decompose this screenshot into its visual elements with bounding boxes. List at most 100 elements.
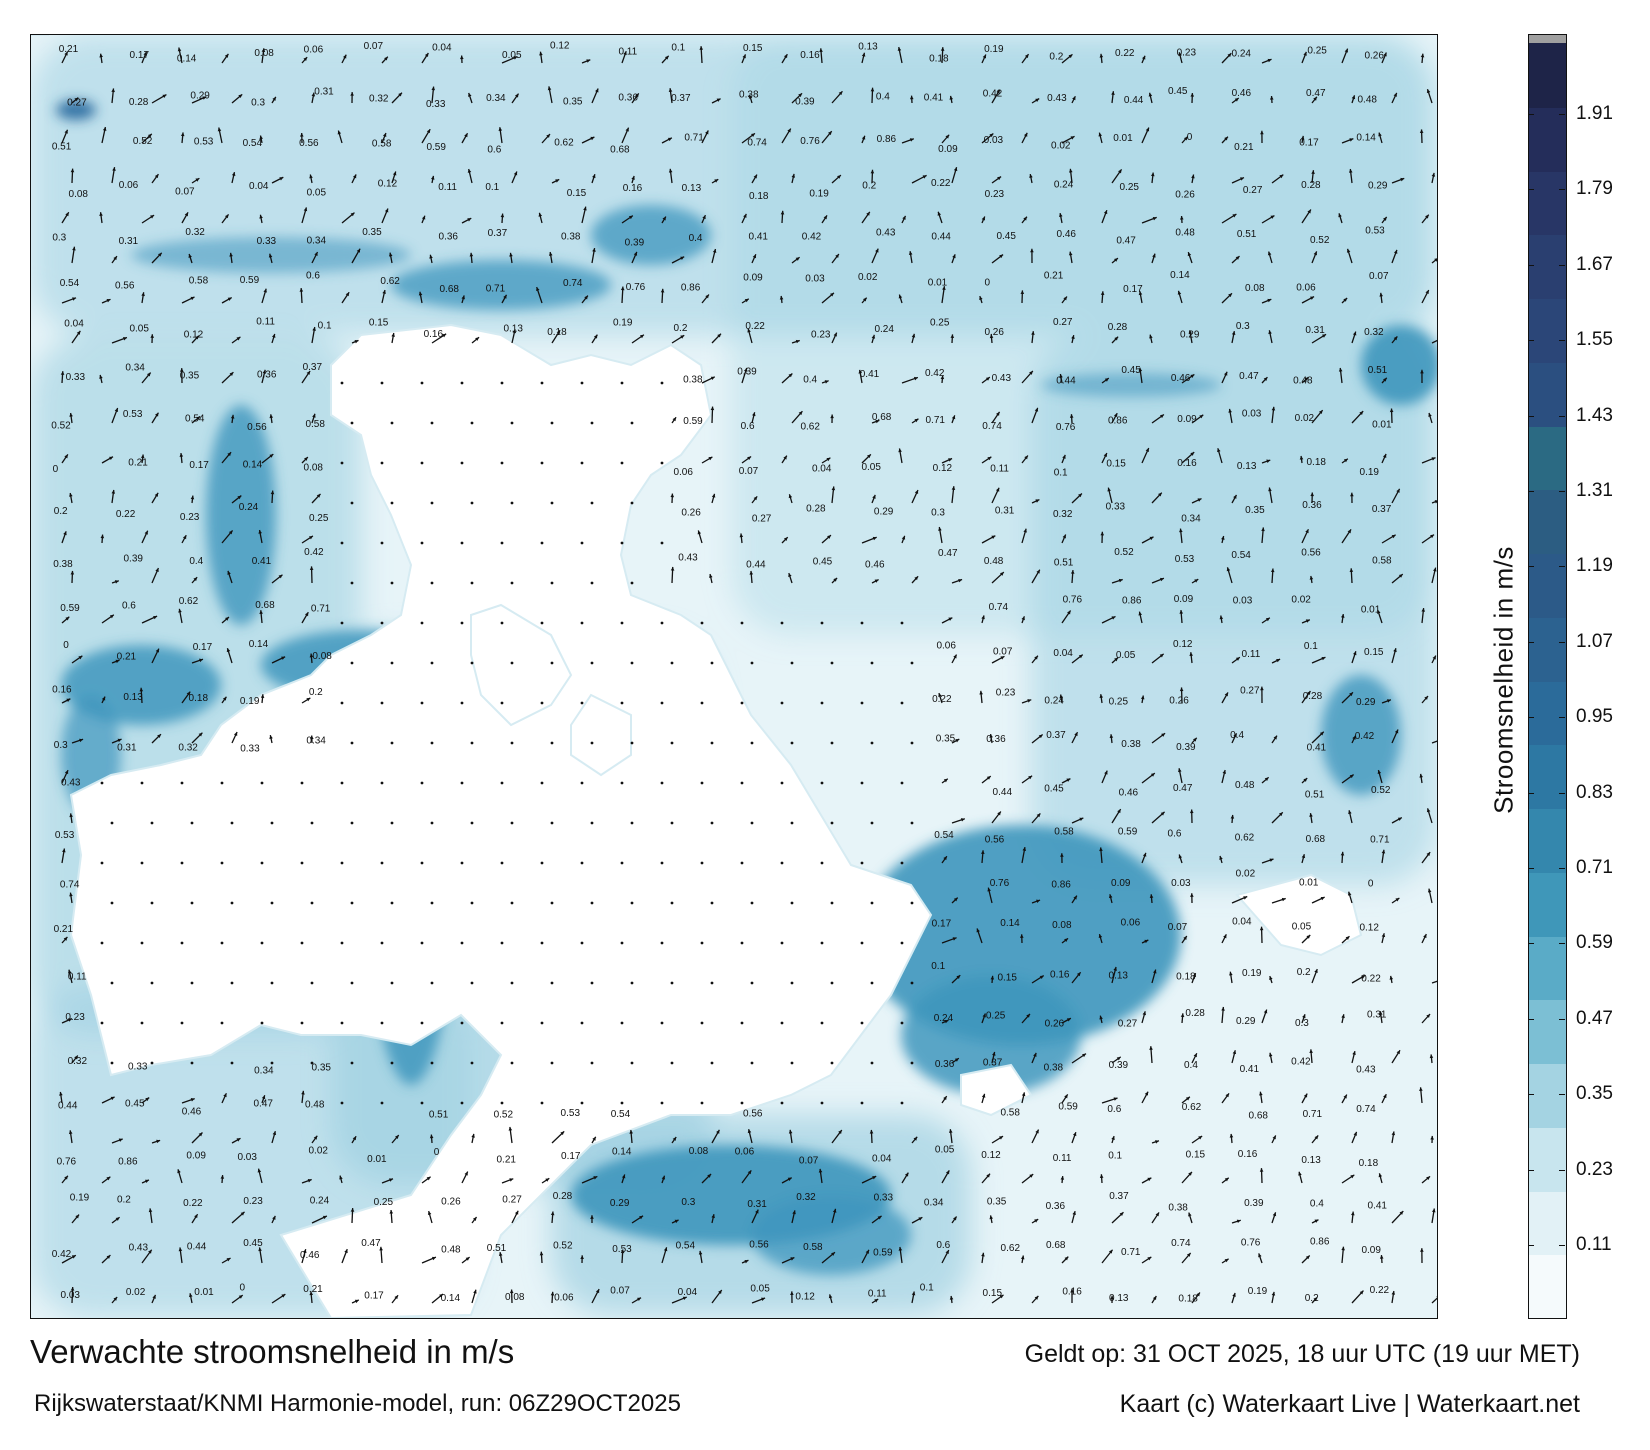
- arrow-head: [1233, 733, 1237, 738]
- arrow-head: [1361, 975, 1366, 979]
- arrow-head: [111, 88, 115, 93]
- arrow-head: [795, 257, 800, 261]
- arrow-head: [989, 334, 994, 339]
- colorbar-segment: [1529, 43, 1566, 108]
- arrow-head: [753, 496, 758, 501]
- vector-dot: [340, 941, 344, 945]
- arrow-head: [1321, 656, 1326, 661]
- arrow-head: [1436, 1296, 1437, 1298]
- arrow-head: [590, 136, 595, 141]
- velocity-label: 0.41: [924, 92, 944, 103]
- arrow-head: [986, 776, 991, 780]
- arrow-head: [747, 1129, 752, 1134]
- arrow-head: [1100, 291, 1105, 295]
- vector-dot: [470, 661, 474, 665]
- arrow-head: [60, 371, 65, 375]
- velocity-label: 0.22: [1361, 973, 1381, 984]
- velocity-label: 0.08: [254, 48, 274, 59]
- current-arrow: [1431, 980, 1437, 984]
- vector-dot: [550, 421, 554, 425]
- velocity-label: 0.04: [432, 43, 452, 54]
- arrow-head: [1178, 52, 1182, 57]
- arrow-head: [1352, 735, 1356, 740]
- velocity-label: 0.62: [380, 276, 400, 287]
- vector-dot: [460, 461, 464, 465]
- arrow-head: [1230, 814, 1235, 819]
- velocity-label: 0.34: [306, 735, 326, 746]
- arrow-head: [1351, 1211, 1355, 1216]
- velocity-label: 0.86: [1122, 596, 1142, 607]
- arrow-head: [952, 254, 956, 259]
- arrow-head: [1379, 1011, 1383, 1016]
- velocity-label: 0.05: [129, 324, 149, 335]
- arrow-head: [309, 653, 314, 658]
- velocity-label: 0.47: [1116, 236, 1136, 247]
- vector-dot: [500, 941, 504, 945]
- velocity-label: 0.54: [611, 1109, 631, 1120]
- arrow-head: [1152, 216, 1157, 221]
- velocity-label: 0.27: [67, 98, 87, 109]
- arrow-head: [1395, 897, 1400, 902]
- arrow-head: [710, 406, 715, 411]
- velocity-label: 0.31: [314, 86, 334, 97]
- arrow-head: [238, 1295, 243, 1299]
- colorbar-segment: [1529, 553, 1566, 618]
- vector-dot: [630, 1061, 634, 1065]
- arrow-head: [593, 1176, 598, 1180]
- vector-dot: [300, 861, 304, 865]
- velocity-label: 0.45: [1121, 365, 1141, 376]
- vector-dot: [630, 661, 634, 665]
- colorbar-tick-mark: [1559, 491, 1565, 492]
- velocity-label: 0.36: [935, 1059, 955, 1070]
- arrow-head: [303, 1249, 307, 1254]
- arrow-head: [875, 419, 880, 424]
- arrow-head: [1266, 459, 1271, 463]
- arrow-head: [195, 178, 200, 182]
- arrow-head: [1021, 616, 1025, 621]
- arrow-head: [747, 328, 751, 333]
- vector-dot: [670, 741, 674, 745]
- arrow-head: [498, 127, 503, 131]
- velocity-label: 0.71: [926, 415, 946, 426]
- arrow-head: [875, 248, 879, 253]
- velocity-label: 0.15: [983, 1288, 1003, 1299]
- vector-dot: [380, 1021, 384, 1025]
- velocity-label: 0.24: [874, 324, 894, 335]
- vector-dot: [420, 701, 424, 705]
- colorbar-tick-mark: [1528, 340, 1534, 342]
- arrow-head: [269, 735, 273, 739]
- arrow-head: [1187, 252, 1192, 257]
- velocity-label: 0: [1187, 132, 1193, 143]
- arrow-head: [590, 1215, 594, 1219]
- velocity-label: 0.71: [684, 133, 704, 144]
- arrow-head: [1180, 1013, 1185, 1018]
- arrow-head: [1396, 488, 1400, 493]
- arrow-head: [311, 92, 316, 97]
- vector-dot: [790, 901, 794, 905]
- vector-dot: [670, 981, 674, 985]
- arrow-head: [1258, 1253, 1262, 1258]
- vector-dot: [420, 461, 424, 465]
- vector-dot: [910, 741, 914, 745]
- colorbar-tick-mark: [1528, 566, 1534, 568]
- vector-dot: [190, 1061, 194, 1065]
- arrow-head: [59, 1091, 63, 1096]
- velocity-label: 0.44: [931, 231, 951, 242]
- arrow-head: [1148, 92, 1153, 97]
- arrow-head: [752, 254, 757, 259]
- arrow-head: [1421, 608, 1426, 612]
- vector-dot: [910, 661, 914, 665]
- colorbar-segment: [1529, 680, 1566, 746]
- arrow-head: [707, 1174, 712, 1178]
- colorbar-tick-mark: [1559, 114, 1565, 115]
- velocity-label: 0.37: [983, 1057, 1003, 1068]
- velocity-label: 0.08: [312, 651, 332, 662]
- colorbar-tick-mark: [1559, 189, 1565, 191]
- velocity-label: 0.39: [124, 554, 144, 565]
- velocity-label: 0.4: [189, 556, 203, 567]
- velocity-label: 0.19: [809, 188, 829, 199]
- arrow-head: [999, 1136, 1004, 1140]
- arrow-head: [1104, 378, 1109, 382]
- arrow-head: [1069, 414, 1074, 418]
- vector-dot: [750, 661, 754, 665]
